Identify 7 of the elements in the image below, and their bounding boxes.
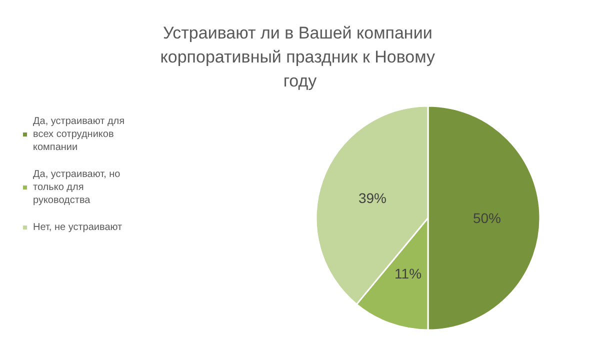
legend-label: Да, устраивают, но только для руководства — [33, 169, 123, 206]
chart-title: Устраивают ли в Вашей компании корпоративный праздник к Новому году — [160, 24, 440, 90]
data-label: 39% — [358, 190, 387, 206]
legend-label: Да, устраивают для всех сотрудников компании — [33, 116, 128, 153]
data-label: 50% — [472, 210, 502, 226]
legend-label: Нет, не устраивают — [33, 222, 123, 233]
data-label: 11% — [394, 266, 422, 282]
